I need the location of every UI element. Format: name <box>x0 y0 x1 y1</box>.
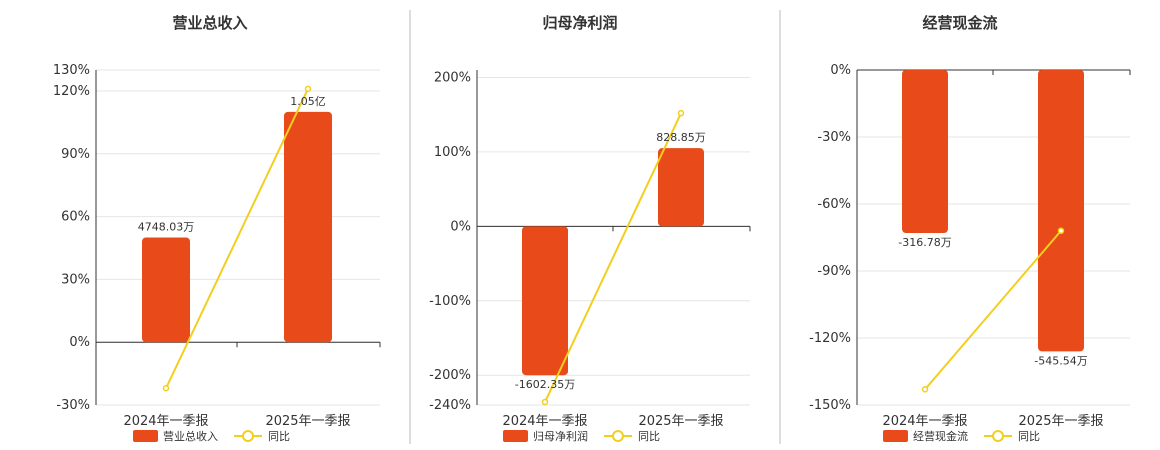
y-tick-label: -30% <box>817 130 851 145</box>
bar-data-label: -545.54万 <box>1034 354 1087 367</box>
y-tick-label: -90% <box>817 264 851 279</box>
x-tick-label: 2025年一季报 <box>265 414 350 429</box>
yoy-point[interactable] <box>162 385 170 392</box>
y-tick-label: 0% <box>69 335 90 350</box>
y-tick-label: -30% <box>56 398 90 413</box>
bar[interactable] <box>658 148 704 227</box>
legend-bar-label: 经营现金流 <box>913 429 968 443</box>
y-tick-label: 90% <box>61 147 90 162</box>
chart-panel-net-profit: 归母净利润 -240% -200% -100% 0% 100% 200% -1602.35… <box>429 14 751 443</box>
y-tick-label: 130% <box>53 63 90 78</box>
legend-line-label: 同比 <box>1018 430 1040 443</box>
bar[interactable] <box>142 237 190 343</box>
legend-bar-label: 归母净利润 <box>533 429 588 443</box>
y-tick-label: 60% <box>61 210 90 225</box>
yoy-point[interactable] <box>1057 227 1065 235</box>
legend-line-marker <box>612 430 624 442</box>
chart-title: 归母净利润 <box>542 14 617 32</box>
bar-data-label: 828.85万 <box>656 131 706 144</box>
bar[interactable] <box>1038 70 1084 352</box>
x-tick-label: 2024年一季报 <box>882 414 967 429</box>
bar[interactable] <box>902 70 948 234</box>
y-tick-label: 120% <box>53 84 90 99</box>
legend[interactable]: 营业总收入 同比 <box>133 429 290 443</box>
legend[interactable]: 经营现金流 同比 <box>883 429 1040 443</box>
bar-data-label: 1.05亿 <box>290 95 326 108</box>
legend-bar-swatch <box>503 430 528 442</box>
chart-title: 营业总收入 <box>172 14 247 32</box>
y-tick-label: 100% <box>434 145 471 160</box>
bar[interactable] <box>522 226 568 376</box>
yoy-point[interactable] <box>541 398 549 406</box>
yoy-line <box>924 230 1062 391</box>
yoy-point[interactable] <box>304 85 312 93</box>
bar-data-label: -1602.35万 <box>515 378 575 391</box>
yoy-point[interactable] <box>677 109 685 117</box>
y-tick-label: 200% <box>434 70 471 85</box>
legend-bar-swatch <box>883 430 908 442</box>
bar-data-label: -316.78万 <box>898 236 951 249</box>
chart-panel-revenue: 营业总收入 -30% 0% 30% 60% 90% 120% 130% 4748.03万 1.… <box>53 14 381 443</box>
legend[interactable]: 归母净利润 同比 <box>503 429 660 443</box>
y-tick-label: -240% <box>429 398 471 413</box>
chart-title: 经营现金流 <box>922 14 997 32</box>
y-tick-label: -100% <box>429 294 471 309</box>
legend-bar-label: 营业总收入 <box>163 429 218 443</box>
x-tick-label: 2024年一季报 <box>502 414 587 429</box>
y-tick-label: 0% <box>450 219 471 234</box>
y-tick-label: 0% <box>830 63 851 78</box>
chart-panel-operating-cashflow: 经营现金流 -150% -120% -90% -60% -30% 0% -316.78万 -… <box>809 14 1131 443</box>
yoy-line <box>165 88 309 389</box>
bar[interactable] <box>284 111 332 343</box>
legend-line-label: 同比 <box>638 430 660 443</box>
x-tick-label: 2025年一季报 <box>1018 414 1103 429</box>
legend-line-marker <box>992 430 1004 442</box>
y-tick-label: -120% <box>809 331 851 346</box>
legend-line-label: 同比 <box>268 430 290 443</box>
yoy-line <box>544 112 682 403</box>
legend-bar-swatch <box>133 430 158 442</box>
legend-line-marker <box>242 430 254 442</box>
bar-data-label: 4748.03万 <box>138 221 195 234</box>
y-tick-label: -150% <box>809 398 851 413</box>
y-tick-label: 30% <box>61 272 90 287</box>
x-tick-label: 2025年一季报 <box>638 414 723 429</box>
x-tick-label: 2024年一季报 <box>123 414 208 429</box>
y-tick-label: -200% <box>429 368 471 383</box>
y-tick-label: -60% <box>817 197 851 212</box>
yoy-point[interactable] <box>921 386 929 393</box>
